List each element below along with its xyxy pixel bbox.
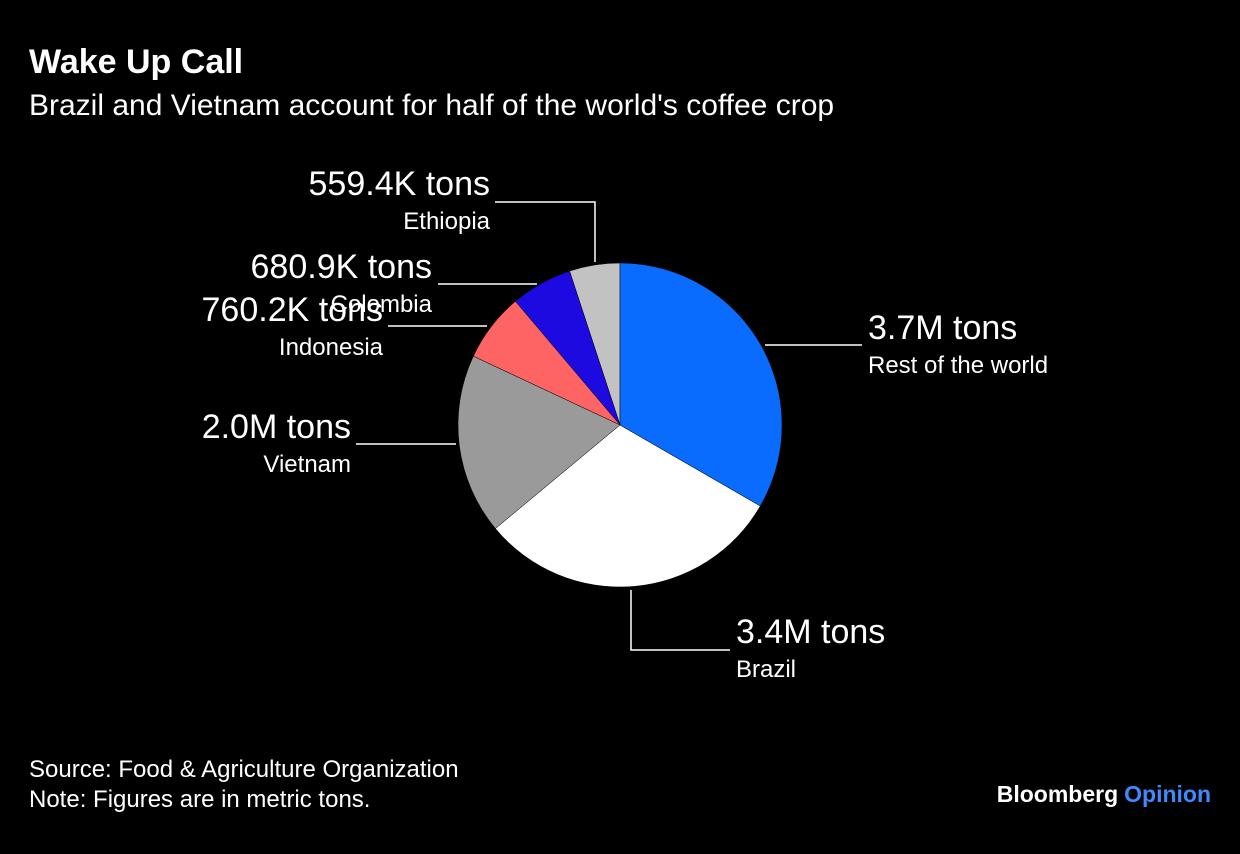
value-label: 559.4K tons xyxy=(309,165,490,203)
pie-slice xyxy=(495,424,761,588)
brand: Bloomberg Opinion xyxy=(997,781,1211,807)
note: Note: Figures are in metric tons. xyxy=(29,786,370,813)
value-label: 3.4M tons xyxy=(736,613,885,651)
leader-line xyxy=(495,201,596,262)
leader-line xyxy=(630,590,730,651)
value-label: 2.0M tons xyxy=(202,408,351,446)
pie-slice xyxy=(619,262,783,507)
category-label: Vietnam xyxy=(263,451,351,478)
category-label: Ethiopia xyxy=(403,208,490,235)
brand-name: Bloomberg xyxy=(997,781,1118,807)
chart-title: Wake Up Call xyxy=(29,43,243,81)
pie-slice xyxy=(457,355,621,529)
chart-subtitle: Brazil and Vietnam account for half of t… xyxy=(29,89,834,122)
value-label: 680.9K tons xyxy=(251,248,432,286)
source: Source: Food & Agriculture Organization xyxy=(29,756,459,783)
value-label: 760.2K tons xyxy=(202,291,383,329)
category-label: Indonesia xyxy=(279,334,384,361)
category-label: Brazil xyxy=(736,656,796,683)
category-label: Rest of the world xyxy=(868,352,1048,379)
brand-tag: Opinion xyxy=(1124,781,1211,807)
value-label: 3.7M tons xyxy=(868,309,1017,347)
category-label: Colombia xyxy=(331,291,433,318)
